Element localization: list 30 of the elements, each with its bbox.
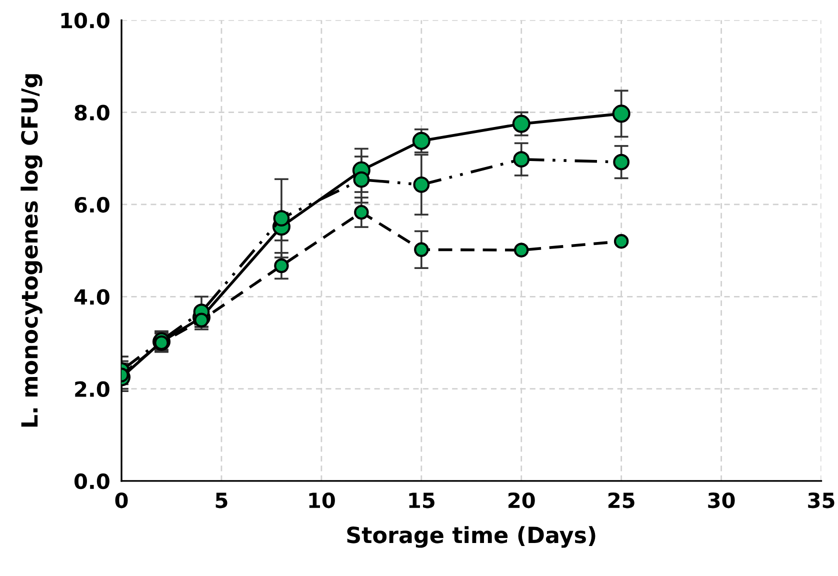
y-tick-label: 10.0: [61, 12, 110, 28]
point: [413, 176, 430, 193]
x-tick-label: 5: [216, 492, 228, 508]
point: [513, 151, 530, 168]
x-tick-label: 15: [409, 492, 434, 508]
x-tick-label: 30: [708, 492, 735, 508]
y-axis-title: L. monocytogenes log CFU/g: [20, 74, 42, 427]
point: [614, 234, 629, 249]
point: [514, 242, 529, 258]
x-tick-label: 25: [608, 492, 634, 508]
point: [353, 171, 370, 188]
point: [412, 132, 430, 150]
x-tick-label: 10: [309, 492, 335, 508]
point: [274, 258, 289, 274]
y-tick-label: 4.0: [74, 289, 110, 305]
x-tick-label: 20: [508, 492, 535, 508]
y-tick-label: 0.0: [74, 473, 110, 490]
point: [414, 242, 429, 258]
x-tick-label: 35: [808, 492, 834, 508]
point: [512, 114, 530, 133]
point: [612, 104, 630, 123]
point: [273, 210, 290, 226]
point: [613, 154, 630, 170]
y-tick-label: 8.0: [74, 104, 110, 121]
y-tick-label: 2.0: [75, 381, 110, 398]
x-tick-label: 0: [115, 492, 128, 508]
point: [354, 204, 369, 220]
x-axis-title: Storage time (Days): [347, 526, 596, 548]
y-tick-label: 6.0: [74, 196, 110, 213]
point: [154, 335, 169, 350]
